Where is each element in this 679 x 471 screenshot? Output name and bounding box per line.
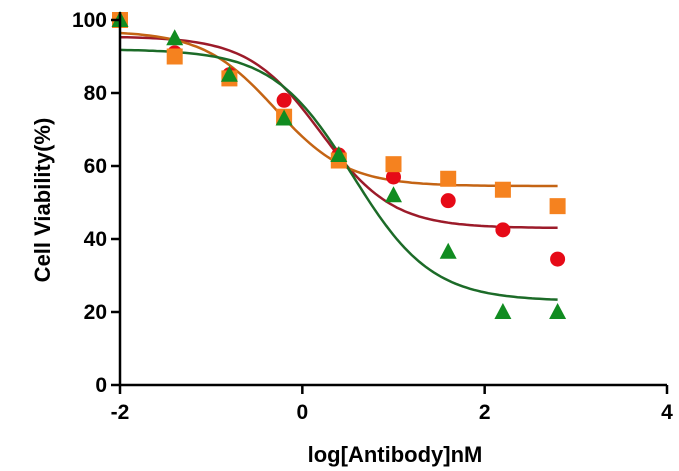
triangle-point [385,186,402,203]
x-tick-label: 0 [296,401,308,424]
triangle-point [166,29,184,46]
square-point [440,170,457,187]
circle-point [495,222,511,238]
y-tick-label: 40 [84,228,107,251]
square-point [494,181,511,198]
x-tick-label: 2 [479,401,491,424]
y-tick-label: 20 [84,301,107,324]
fit-curve-circle [120,35,558,230]
y-tick-label: 60 [84,155,107,178]
circle-point [276,92,292,108]
y-tick-label: 100 [72,9,107,32]
square-point [549,198,566,215]
y-tick-label: 0 [95,374,107,397]
square-point [166,48,183,65]
axes [118,12,667,387]
circle-point [386,169,401,185]
data-markers [111,11,567,319]
fit-curve-triangle [119,48,558,301]
circle-point [440,193,456,209]
triangle-point [439,242,457,259]
triangle-point [549,303,567,319]
square-point [385,156,402,173]
x-tick-label: 4 [661,401,673,424]
triangle-point [330,146,348,163]
circle-point [550,251,566,267]
y-axis-title: Cell Viability(%) [30,118,55,283]
x-tick-label: -2 [111,401,130,424]
x-axis-title: log[Antibody]nM [308,442,483,467]
triangle-point [275,109,293,126]
y-tick-label: 80 [84,82,107,105]
triangle-point [494,303,512,319]
triangle-point [220,65,238,82]
